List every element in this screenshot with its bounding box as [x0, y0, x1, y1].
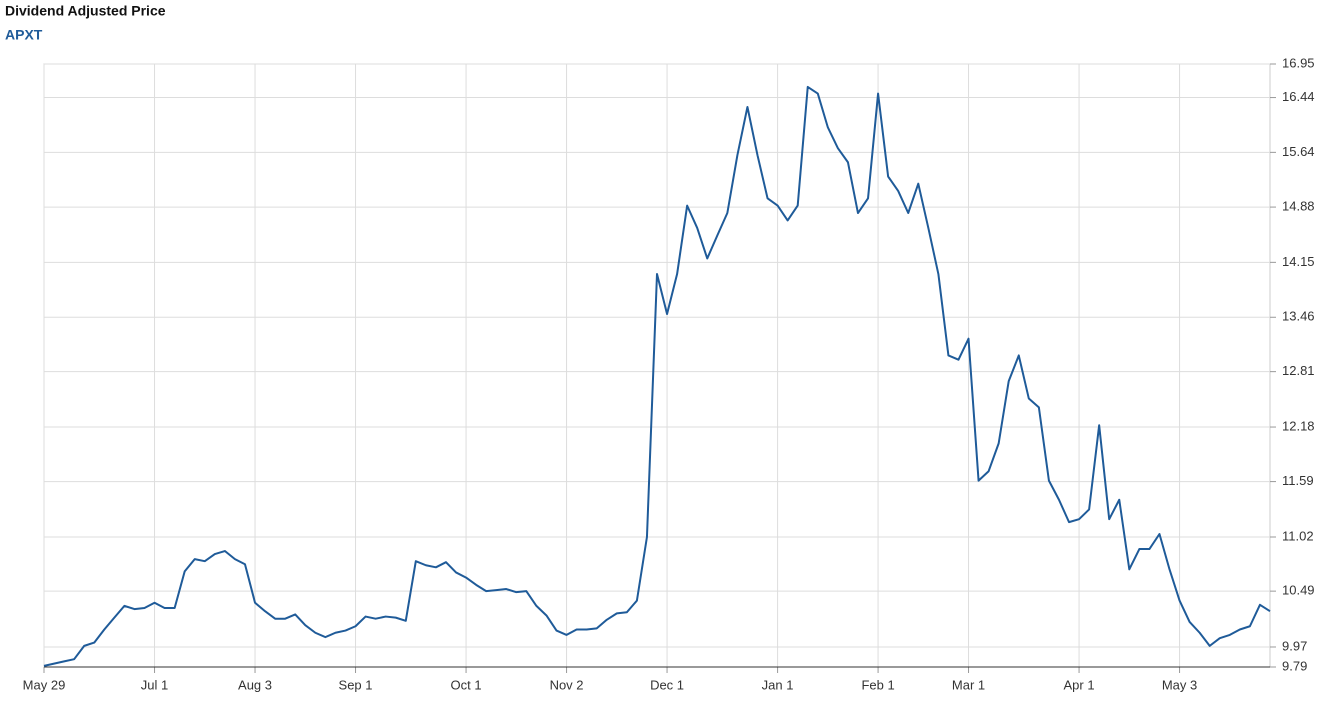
x-tick-label: Dec 1: [650, 677, 684, 692]
x-tick-label: May 3: [1162, 677, 1197, 692]
chart-subtitle: APXT: [5, 27, 43, 43]
y-tick-label: 16.44: [1282, 89, 1315, 104]
y-tick-label: 14.88: [1282, 199, 1315, 214]
x-tick-label: Apr 1: [1064, 677, 1095, 692]
x-tick-label: Jan 1: [762, 677, 794, 692]
y-tick-label: 12.18: [1282, 418, 1315, 433]
y-tick-label: 14.15: [1282, 254, 1315, 269]
y-tick-label: 11.59: [1282, 473, 1314, 488]
price-line: [43, 85, 1271, 667]
x-tick-label: Sep 1: [339, 677, 373, 692]
y-tick-label: 13.46: [1282, 309, 1315, 324]
chart-title: Dividend Adjusted Price: [5, 3, 166, 19]
x-tick-label: Nov 2: [550, 677, 584, 692]
plot-frame: [43, 63, 1271, 668]
x-tick-label: Aug 3: [238, 677, 272, 692]
y-tick-label: 15.64: [1282, 144, 1315, 159]
x-tick-label: Feb 1: [861, 677, 894, 692]
x-tick-label: Oct 1: [451, 677, 482, 692]
y-tick-label: 10.49: [1282, 583, 1315, 598]
y-tick-label: 9.79: [1282, 658, 1307, 673]
y-tick-label: 12.81: [1282, 363, 1315, 378]
y-tick-label: 11.02: [1282, 528, 1314, 543]
y-tick-label: 9.97: [1282, 638, 1307, 653]
y-tick-label: 16.95: [1282, 55, 1315, 70]
x-tick-label: Mar 1: [952, 677, 985, 692]
x-tick-label: Jul 1: [141, 677, 168, 692]
x-tick-label: May 29: [23, 677, 66, 692]
